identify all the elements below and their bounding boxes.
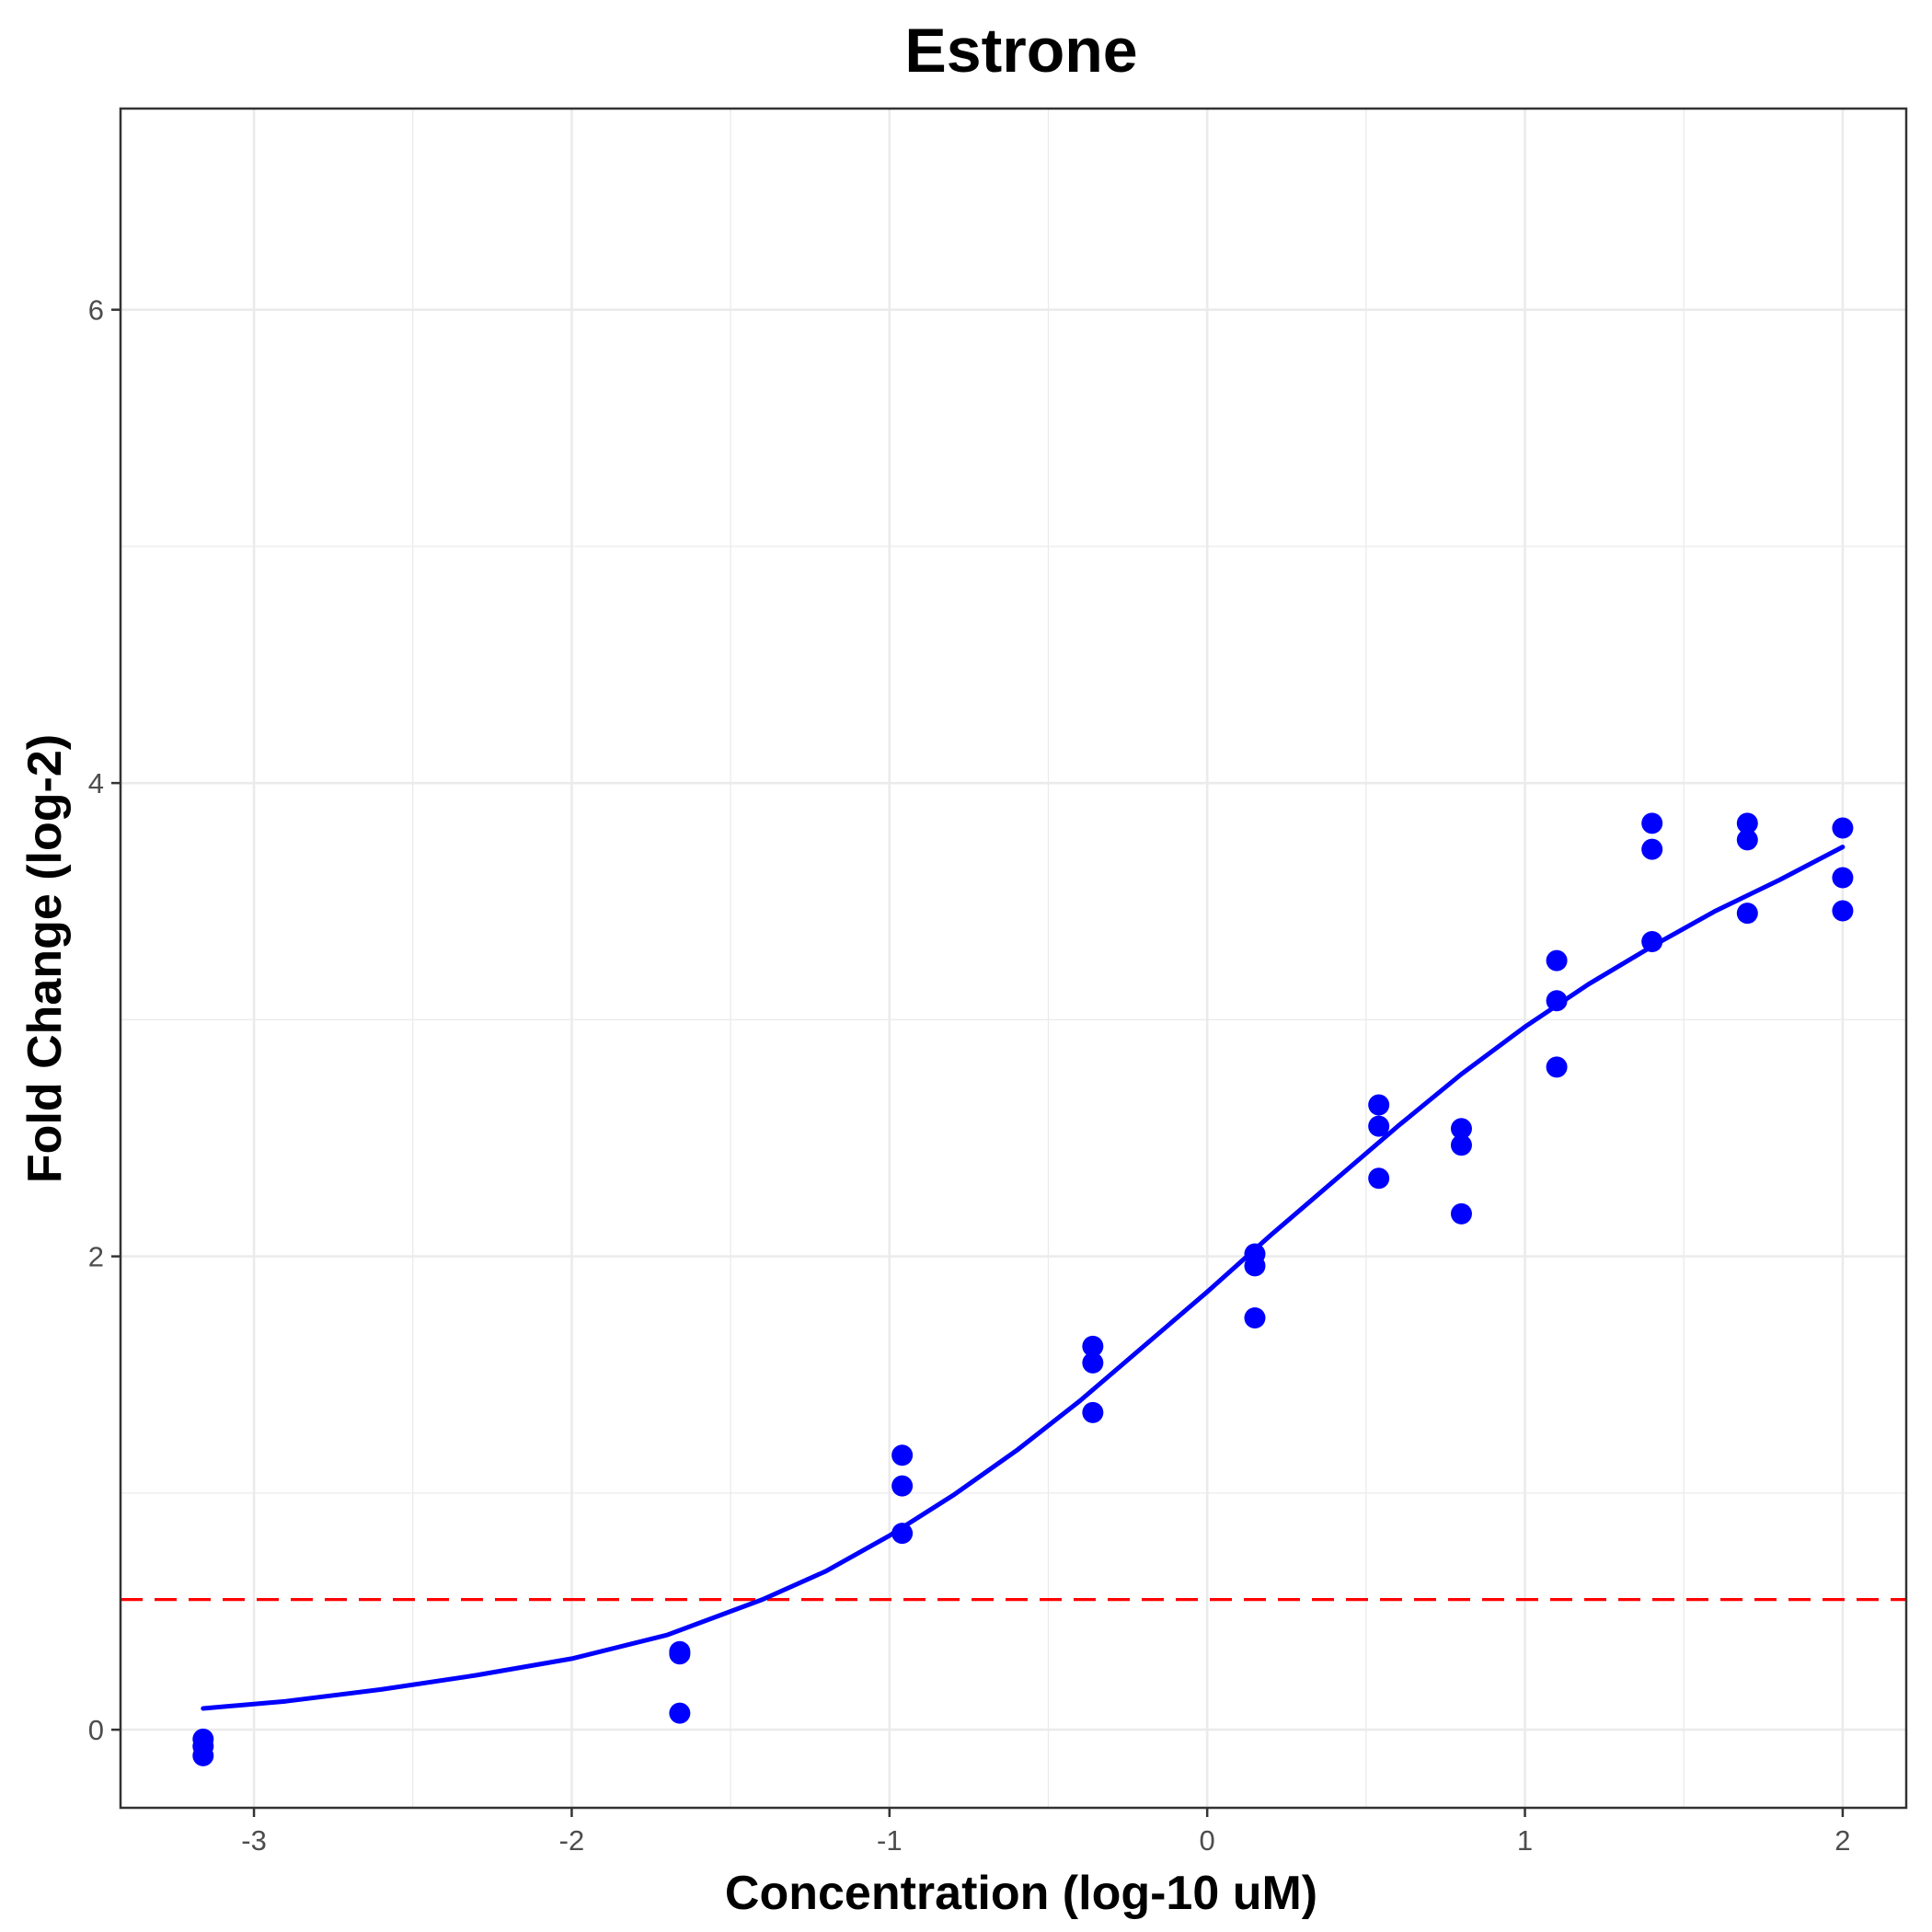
data-point bbox=[1546, 949, 1568, 972]
x-tick-label: -2 bbox=[559, 1824, 585, 1857]
x-tick-label: -3 bbox=[241, 1824, 267, 1857]
data-point bbox=[1832, 867, 1854, 889]
data-point bbox=[1450, 1118, 1472, 1140]
y-tick-label: 2 bbox=[88, 1241, 104, 1273]
data-point bbox=[1832, 817, 1854, 839]
x-tick-label: -1 bbox=[877, 1824, 903, 1857]
data-point bbox=[1641, 812, 1663, 834]
data-point bbox=[1082, 1335, 1104, 1357]
data-point bbox=[891, 1475, 914, 1497]
x-tick-label: 0 bbox=[1200, 1824, 1215, 1857]
data-point bbox=[1082, 1351, 1104, 1374]
x-axis-label: Concentration (log-10 uM) bbox=[725, 1867, 1317, 1920]
data-point bbox=[1450, 1202, 1472, 1225]
fit-curve bbox=[201, 845, 1846, 1711]
data-point bbox=[192, 1744, 214, 1766]
data-point bbox=[1082, 1401, 1104, 1423]
chart-title: Estrone bbox=[904, 16, 1137, 86]
data-point bbox=[1832, 900, 1854, 922]
y-axis-label: Fold Change (log-2) bbox=[18, 734, 72, 1183]
data-point bbox=[1546, 990, 1568, 1012]
plot-border bbox=[119, 107, 1908, 1810]
grid bbox=[121, 109, 1906, 1808]
data-point bbox=[669, 1643, 691, 1665]
data-point bbox=[1736, 829, 1758, 851]
y-tick-label: 0 bbox=[88, 1714, 104, 1746]
data-points bbox=[192, 812, 1854, 1766]
data-point bbox=[1546, 1056, 1568, 1078]
data-point bbox=[1244, 1255, 1266, 1277]
axis-ticks: -3 -2 -1 0 1 2 0 2 4 6 bbox=[88, 294, 1851, 1857]
x-tick-label: 2 bbox=[1834, 1824, 1850, 1857]
data-point bbox=[891, 1444, 914, 1466]
y-tick-label: 6 bbox=[88, 294, 104, 327]
data-point bbox=[1368, 1115, 1390, 1137]
data-point bbox=[1736, 812, 1758, 834]
data-point bbox=[1244, 1307, 1266, 1329]
data-point bbox=[891, 1523, 914, 1545]
fit-curve-layer bbox=[201, 845, 1846, 1711]
data-point bbox=[1450, 1134, 1472, 1156]
data-point bbox=[1641, 930, 1663, 952]
y-tick-label: 4 bbox=[88, 767, 104, 799]
data-point bbox=[1368, 1167, 1390, 1190]
data-point bbox=[1368, 1094, 1390, 1116]
data-point bbox=[669, 1702, 691, 1724]
x-tick-label: 1 bbox=[1517, 1824, 1533, 1857]
data-point bbox=[1736, 903, 1758, 925]
data-point bbox=[1641, 838, 1663, 860]
